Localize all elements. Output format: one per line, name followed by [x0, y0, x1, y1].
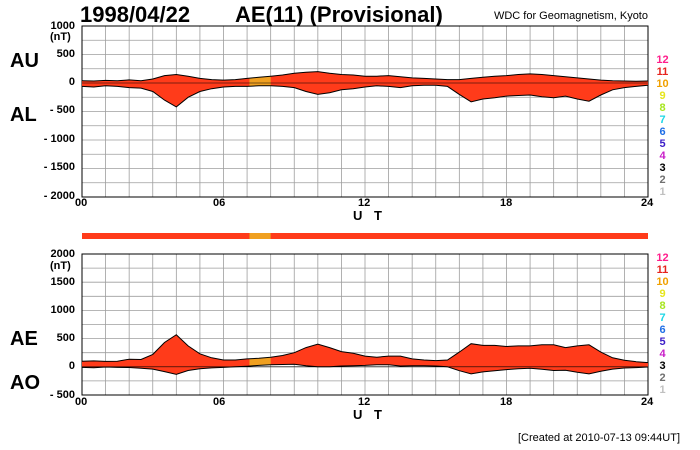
- ytick-bottom-0: 0: [68, 360, 75, 372]
- ytick-bottom-1000: 1000: [50, 304, 75, 316]
- unit-label-top: (nT): [50, 31, 71, 43]
- level-label-top-10: 10: [656, 78, 669, 90]
- level-label-bottom-8: 8: [659, 300, 666, 312]
- xtick-top-06: 06: [213, 197, 226, 209]
- level-label-top-1: 1: [659, 186, 666, 198]
- xtick-top-24: 24: [641, 197, 654, 209]
- partial-interval-top: [249, 76, 271, 87]
- level-label-bottom-10: 10: [656, 276, 669, 288]
- level-label-top-8: 8: [659, 102, 666, 114]
- level-label-bottom-7: 7: [659, 312, 666, 324]
- chart-title: AE(11) (Provisional): [235, 2, 443, 27]
- level-label-bottom-6: 6: [659, 324, 666, 336]
- level-label-top-6: 6: [659, 126, 666, 138]
- ytick-bottom-neg500: - 500: [49, 389, 75, 401]
- series-line-ae: [81, 334, 649, 364]
- level-label-top-5: 5: [659, 138, 666, 150]
- series-band-bottom: [82, 334, 648, 375]
- xtick-bottom-18: 18: [500, 396, 513, 408]
- level-label-bottom-3: 3: [659, 360, 666, 372]
- xtick-top-00: 00: [75, 197, 88, 209]
- ytick-top-neg1500: - 1500: [43, 161, 75, 173]
- level-label-bottom-5: 5: [659, 336, 666, 348]
- status-stripe: [82, 233, 648, 239]
- level-label-top-11: 11: [656, 66, 669, 78]
- level-label-top-3: 3: [659, 162, 666, 174]
- level-label-bottom-4: 4: [659, 348, 666, 360]
- level-label-top-7: 7: [659, 114, 666, 126]
- ao-label: AO: [10, 372, 40, 394]
- status-stripe-partial: [249, 233, 271, 239]
- au-label: AU: [10, 50, 39, 72]
- level-label-bottom-11: 11: [656, 264, 669, 276]
- xtick-top-12: 12: [358, 197, 371, 209]
- source-label: WDC for Geomagnetism, Kyoto: [493, 10, 648, 22]
- level-label-bottom-1: 1: [659, 384, 666, 396]
- partial-interval-bottom: [249, 357, 271, 367]
- date-title: 1998/04/22: [80, 2, 191, 27]
- al-label: AL: [10, 104, 37, 126]
- xtick-top-18: 18: [500, 197, 513, 209]
- series-line-ao: [81, 363, 649, 375]
- xtick-bottom-24: 24: [641, 396, 654, 408]
- ytick-bottom-1500: 1500: [50, 276, 75, 288]
- plot-frame-bottom: [81, 253, 649, 396]
- level-label-top-4: 4: [659, 150, 666, 162]
- plot-frame-top: [81, 25, 649, 198]
- xtick-bottom-06: 06: [213, 396, 226, 408]
- ytick-bottom-500: 500: [56, 332, 75, 344]
- ytick-top-1000: 1000: [50, 20, 75, 32]
- series-line-au: [81, 71, 649, 82]
- ytick-top-500: 500: [56, 48, 75, 60]
- level-label-bottom-2: 2: [659, 372, 666, 384]
- ytick-bottom-2000: 2000: [50, 248, 75, 260]
- ytick-top-neg500: - 500: [49, 104, 75, 116]
- level-label-bottom-12: 12: [656, 252, 669, 264]
- xtick-bottom-12: 12: [358, 396, 371, 408]
- ytick-top-neg1000: - 1000: [43, 133, 75, 145]
- ae-label: AE: [10, 328, 38, 350]
- created-timestamp: [Created at 2010-07-13 09:44UT]: [517, 432, 680, 444]
- ytick-top-0: 0: [68, 76, 75, 88]
- ytick-top-neg2000: - 2000: [43, 190, 75, 202]
- level-label-bottom-9: 9: [659, 288, 666, 300]
- series-line-al: [81, 84, 649, 108]
- level-label-top-12: 12: [656, 54, 669, 66]
- xlabel-bottom: U T: [353, 407, 386, 422]
- xlabel-top: U T: [353, 208, 386, 223]
- unit-label-bottom: (nT): [50, 260, 71, 272]
- xtick-bottom-00: 00: [75, 396, 88, 408]
- level-label-top-2: 2: [659, 174, 666, 186]
- level-label-top-9: 9: [659, 90, 666, 102]
